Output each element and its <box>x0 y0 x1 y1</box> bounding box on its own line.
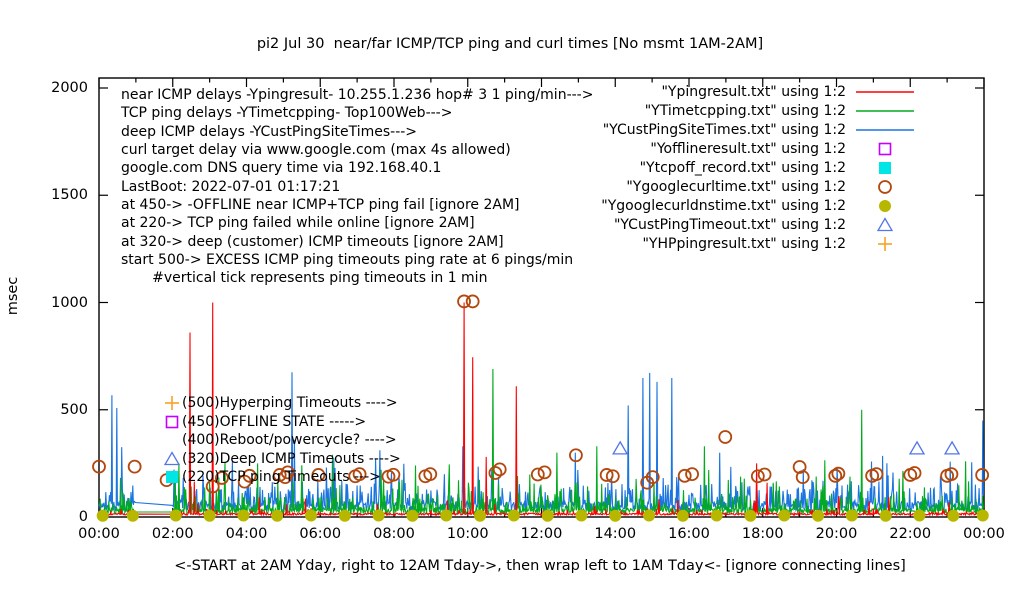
legend-label: "Ytcpoff_record.txt" using 1:2 <box>639 159 846 176</box>
legend-item: "YTimetcpping.txt" using 1:2 <box>360 101 920 120</box>
annotation-marker-plus-icon <box>165 396 179 410</box>
x-tick-label: 10:00 <box>446 526 489 542</box>
chart-title: pi2 Jul 30 near/far ICMP/TCP ping and cu… <box>256 36 764 52</box>
legend-label: "YCustPingTimeout.txt" using 1:2 <box>613 216 846 233</box>
annotation-row: (220)TCP ping Timeouts ---> <box>162 468 381 486</box>
legend-label: "Ypingresult.txt" using 1:2 <box>661 83 846 100</box>
annotation-marker-filled-square-icon <box>166 471 178 483</box>
annotation-marker-blank-icon <box>162 431 182 449</box>
legend-sample-line-icon <box>856 90 914 93</box>
y-tick-label: 500 <box>60 401 88 418</box>
legend-label: "Ygooglecurltime.txt" using 1:2 <box>626 178 846 195</box>
legend-label: "Yofflineresult.txt" using 1:2 <box>650 140 846 157</box>
legend-label: "YHPpingresult.txt" using 1:2 <box>642 235 846 252</box>
info-line: at 320-> deep (customer) ICMP timeouts [… <box>121 233 504 250</box>
annotation-marker-open-triangle-icon <box>163 450 181 465</box>
y-tick-label: 1500 <box>51 187 88 204</box>
x-tick-label: 04:00 <box>225 526 268 542</box>
y-tick-label: 0 <box>78 509 88 525</box>
annotation-label: (500)Hyperping Timeouts ----> <box>182 395 398 411</box>
y-tick-label: 2000 <box>51 80 88 96</box>
legend-sample-line-icon <box>856 128 914 131</box>
legend-sample-filled-circle-icon <box>879 199 891 212</box>
x-tick-label: 08:00 <box>373 526 415 542</box>
x-tick-label: 12:00 <box>520 526 563 542</box>
legend-item: "Ypingresult.txt" using 1:2 <box>360 82 920 101</box>
info-line: curl target delay via www.google.com (ma… <box>121 142 511 159</box>
legend-sample-plus-icon <box>878 236 892 251</box>
annotation-row: (500)Hyperping Timeouts ----> <box>162 394 398 412</box>
info-line: at 220-> TCP ping failed while online [i… <box>121 215 475 232</box>
legend-label: "YTimetcpping.txt" using 1:2 <box>644 102 846 119</box>
info-line: at 450-> -OFFLINE near ICMP+TCP ping fai… <box>121 197 520 214</box>
annotation-label: (320)Deep ICMP Timeouts ----> <box>182 450 401 467</box>
info-line: near ICMP delays -Ypingresult- 10.255.1.… <box>121 87 594 103</box>
info-block: near ICMP delays -Ypingresult- 10.255.1.… <box>121 86 593 288</box>
legend-sample-open-square-icon <box>878 142 892 155</box>
x-tick-label: 00:00 <box>963 526 1005 542</box>
legend-item: "Yofflineresult.txt" using 1:2 <box>360 139 920 158</box>
info-line: deep ICMP delays -YCustPingSiteTimes---> <box>121 123 418 140</box>
x-axis-label: <-START at 2AM Yday, right to 12AM Tday-… <box>174 558 906 574</box>
annotation-label: (400)Reboot/powercycle? ----> <box>182 432 397 448</box>
info-line: TCP ping delays -YTimetcpping- Top100Web… <box>121 105 453 122</box>
series-Ygooglecurldnstime-txt <box>96 509 989 522</box>
info-line: LastBoot: 2022-07-01 01:17:21 <box>121 178 341 195</box>
info-line: google.com DNS query time via 192.168.40… <box>121 160 442 177</box>
legend-label: "YCustPingSiteTimes.txt" using 1:2 <box>602 121 846 138</box>
x-tick-label: 06:00 <box>299 526 342 542</box>
x-tick-label: 18:00 <box>741 526 784 542</box>
legend-sample-open-triangle-icon <box>876 216 894 231</box>
x-tick-label: 14:00 <box>594 526 637 542</box>
annotation-marker-open-square-icon <box>165 415 179 428</box>
x-tick-label: 20:00 <box>815 526 858 542</box>
annotation-label: (450)OFFLINE STATE -----> <box>182 413 367 430</box>
x-tick-label: 16:00 <box>668 526 710 542</box>
legend-item: "Ytcpoff_record.txt" using 1:2 <box>360 158 920 177</box>
annotation-label: (220)TCP ping Timeouts ---> <box>182 469 381 485</box>
legend-sample-line-icon <box>856 109 914 112</box>
annotation-row: (450)OFFLINE STATE -----> <box>162 413 366 431</box>
legend-sample-open-circle-icon <box>878 179 892 194</box>
series-Ygooglecurltime-txt <box>92 294 990 494</box>
info-line: #vertical tick represents ping timeouts … <box>121 270 488 287</box>
annotation-row: (320)Deep ICMP Timeouts ----> <box>162 450 401 468</box>
y-tick-label: 1000 <box>51 294 88 311</box>
x-tick-label: 02:00 <box>151 526 194 542</box>
x-tick-label: 22:00 <box>889 526 932 542</box>
annotation-row: (400)Reboot/powercycle? ----> <box>162 431 397 449</box>
series-YCustPingTimeout-txt <box>612 440 961 455</box>
legend-item: "Ygooglecurldnstime.txt" using 1:2 <box>360 196 920 215</box>
info-line: start 500-> EXCESS ICMP ping timeouts pi… <box>121 252 574 269</box>
legend-sample-filled-square-icon <box>879 161 891 174</box>
x-tick-label: 00:00 <box>78 526 120 542</box>
legend-item: "Ygooglecurltime.txt" using 1:2 <box>360 177 920 196</box>
legend-label: "Ygooglecurldnstime.txt" using 1:2 <box>601 197 846 214</box>
legend-item: "YHPpingresult.txt" using 1:2 <box>360 234 920 253</box>
legend-item: "YCustPingTimeout.txt" using 1:2 <box>360 215 920 234</box>
legend-item: "YCustPingSiteTimes.txt" using 1:2 <box>360 120 920 139</box>
